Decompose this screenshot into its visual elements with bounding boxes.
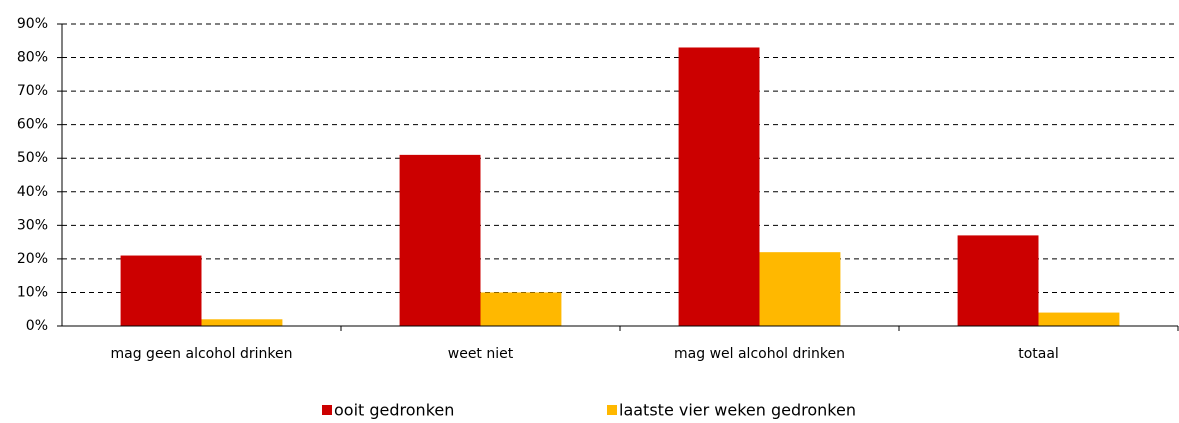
y-tick-label: 20%	[17, 251, 48, 267]
y-tick-label: 10%	[17, 284, 48, 300]
legend-swatch	[322, 405, 332, 415]
bar	[480, 292, 562, 326]
x-tick-label: totaal	[1018, 346, 1059, 362]
bar	[759, 252, 841, 326]
y-tick-label: 30%	[17, 217, 48, 233]
bar	[1038, 312, 1120, 326]
bar	[678, 47, 760, 326]
y-tick-label: 60%	[17, 117, 48, 133]
bar	[957, 235, 1039, 326]
x-tick-label: weet niet	[448, 346, 514, 362]
bar	[120, 255, 202, 326]
legend-label: laatste vier weken gedronken	[619, 401, 856, 420]
x-tick-label: mag geen alcohol drinken	[111, 346, 293, 362]
y-tick-label: 90%	[17, 16, 48, 32]
y-tick-label: 70%	[17, 83, 48, 99]
bar	[399, 154, 481, 326]
legend-swatch	[607, 405, 617, 415]
y-tick-label: 40%	[17, 184, 48, 200]
x-tick-label: mag wel alcohol drinken	[674, 346, 845, 362]
bar	[201, 319, 283, 326]
y-tick-label: 0%	[26, 318, 48, 334]
y-tick-label: 80%	[17, 50, 48, 66]
legend-label: ooit gedronken	[334, 401, 454, 420]
y-tick-label: 50%	[17, 150, 48, 166]
